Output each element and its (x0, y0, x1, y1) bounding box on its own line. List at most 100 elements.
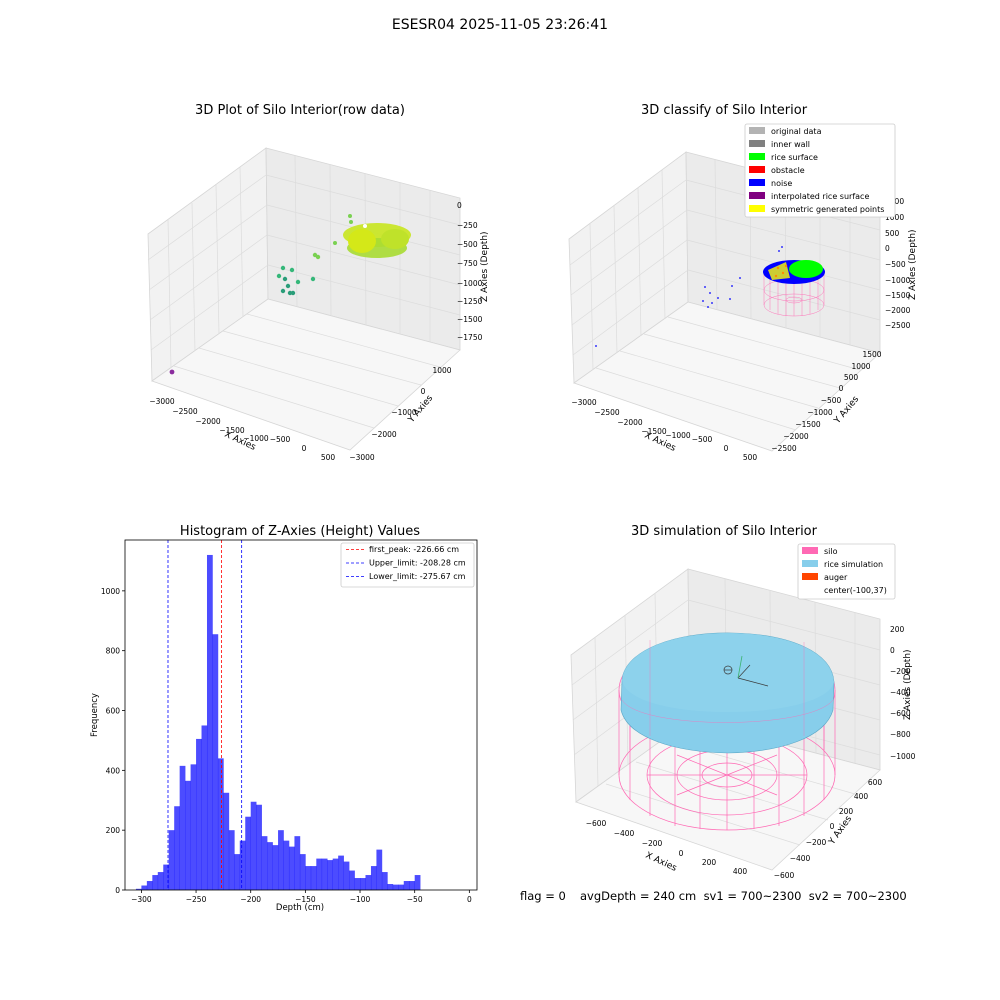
histogram-bar (305, 866, 312, 890)
panel2-ztick: −1500 (885, 291, 911, 300)
histogram-bar (327, 860, 334, 890)
panel4-xlabel: X Axies (644, 851, 679, 874)
histogram-bar (179, 765, 186, 890)
panel4-legend-swatch (802, 560, 818, 567)
panel4-legend-label: auger (824, 573, 848, 582)
panel2-ztick: −500 (885, 260, 906, 269)
histogram-xtick-label: −250 (186, 895, 207, 904)
figure-title: ESESR04 2025-11-05 23:26:41 (391, 17, 609, 33)
panel2-legend-swatch (749, 192, 765, 199)
panel4-legend-swatch (802, 547, 818, 554)
histogram-xlabel: Depth (cm) (276, 903, 324, 913)
histogram-ytick-label: 800 (106, 647, 121, 656)
histogram-bar (256, 804, 262, 890)
histogram-bar (409, 881, 415, 890)
histogram-ylabel: Frequency (90, 693, 100, 737)
histogram-bar (196, 738, 202, 890)
histogram-bar (398, 884, 405, 890)
histogram-bar (135, 888, 142, 890)
histogram-ytick-label: 1000 (101, 587, 120, 596)
panel2-xtick: −1000 (665, 431, 691, 440)
panel1-xtick: 500 (321, 453, 336, 462)
panel1-xtick: −2500 (172, 407, 198, 416)
histogram-bar (316, 858, 323, 890)
panel4-legend-swatch (802, 573, 818, 580)
panel4-ytick: 200 (839, 807, 854, 816)
histogram-ytick-label: 400 (106, 766, 121, 775)
histogram-bar (245, 816, 252, 890)
histogram-bar (310, 866, 317, 890)
panel4-ztick: −400 (890, 688, 911, 697)
panel4-ztick: −800 (890, 730, 911, 739)
panel2-ztick: 1000 (885, 213, 904, 222)
histogram-bar (354, 878, 361, 890)
panel2-legend-label: inner wall (771, 140, 810, 149)
histogram-ytick-label: 0 (115, 886, 120, 895)
histogram-bars (135, 554, 421, 890)
histogram-bar (370, 866, 377, 890)
panel4-ytick: −400 (790, 854, 811, 863)
histogram-plot-frame (124, 539, 478, 891)
histogram-bar (272, 845, 279, 890)
panel1-ztick: −1750 (457, 333, 483, 342)
histogram-bar (163, 864, 170, 890)
flag-text: flag = 0 (520, 889, 566, 903)
panel4-ztick: 200 (890, 625, 905, 634)
panel2-legend-swatch (749, 179, 765, 186)
histogram-yticks: 0 200 400 600 800 1000 (101, 587, 125, 895)
panel2-ytick: 1000 (851, 362, 870, 371)
panel4-legend-label: rice simulation (824, 560, 883, 569)
panel2-legend-label: symmetric generated points (771, 205, 884, 214)
panel4-ytick: −200 (806, 838, 827, 847)
panel1-ytick: −2000 (371, 430, 397, 439)
panel1-ytick: −3000 (349, 453, 375, 462)
histogram-bar (299, 854, 306, 890)
histogram-chart: −300 −250 −200 −150 −100 −50 0 0 200 400 600 800 10… (90, 539, 478, 913)
panel2-xtick: −3000 (571, 398, 597, 407)
panel2-ztick: −1000 (885, 276, 911, 285)
panel4-zlabel: Z Axies (Depth) (903, 649, 913, 720)
panel2-ztick: −2500 (885, 321, 911, 330)
panel1-gridlines (147, 155, 461, 429)
panel1-xtick: −2000 (195, 417, 221, 426)
histogram-bar (174, 806, 180, 890)
panel4-legend-label: center(-100,37) (824, 586, 887, 595)
panel4-ytick: 600 (868, 778, 883, 787)
panel4-ytick: 0 (830, 822, 835, 831)
panel4-silo-model (618, 632, 836, 831)
panel4-ztick: −1000 (890, 752, 916, 761)
histogram-bar (206, 554, 213, 890)
panel4-ytick: 400 (854, 792, 869, 801)
panel2-pane-floor (573, 301, 881, 452)
panel1-ztick: −1000 (457, 279, 483, 288)
panel1-ytick: 1000 (432, 366, 451, 375)
panel2-zlabel: Z Axies (Depth) (908, 229, 918, 300)
panel2-ytick: 500 (844, 373, 859, 382)
panel2-legend-label: noise (771, 179, 792, 188)
histogram-xtick-label: −150 (295, 895, 316, 904)
panel4-xtick: 400 (733, 867, 748, 876)
histogram-bar (403, 881, 410, 890)
panel2-ytick: −1500 (795, 420, 821, 429)
histogram-bar (387, 884, 394, 890)
panel2-point-cloud (595, 246, 825, 347)
panel2-ztick: −2000 (885, 306, 911, 315)
panel2-xtick: 0 (724, 444, 729, 453)
panel4-legend-label: silo (824, 547, 838, 556)
histogram-bar (217, 758, 224, 890)
panel4-xtick: 200 (702, 858, 717, 867)
panel2-legend-swatch (749, 153, 765, 160)
histogram-bar (212, 634, 219, 890)
histogram-bar (190, 764, 197, 890)
panel1-ztick: −1250 (457, 297, 483, 306)
panel4-ztick: −200 (890, 667, 911, 676)
panel2-legend-swatch (749, 166, 765, 173)
panel2-xtick: 500 (743, 453, 758, 462)
panel4-legend: silo rice simulation auger center(-100,37) (797, 543, 896, 600)
histogram-xtick-label: −100 (350, 895, 371, 904)
histogram-bar (414, 875, 421, 890)
panel1-ytick: −1000 (391, 408, 417, 417)
panel2-3d-axes: −3000 −2500 −2000 −1500 −1000 −500 0 500… (568, 123, 918, 462)
panel2-legend-label: obstacle (771, 166, 805, 175)
panel4-title: 3D simulation of Silo Interior (631, 524, 817, 539)
